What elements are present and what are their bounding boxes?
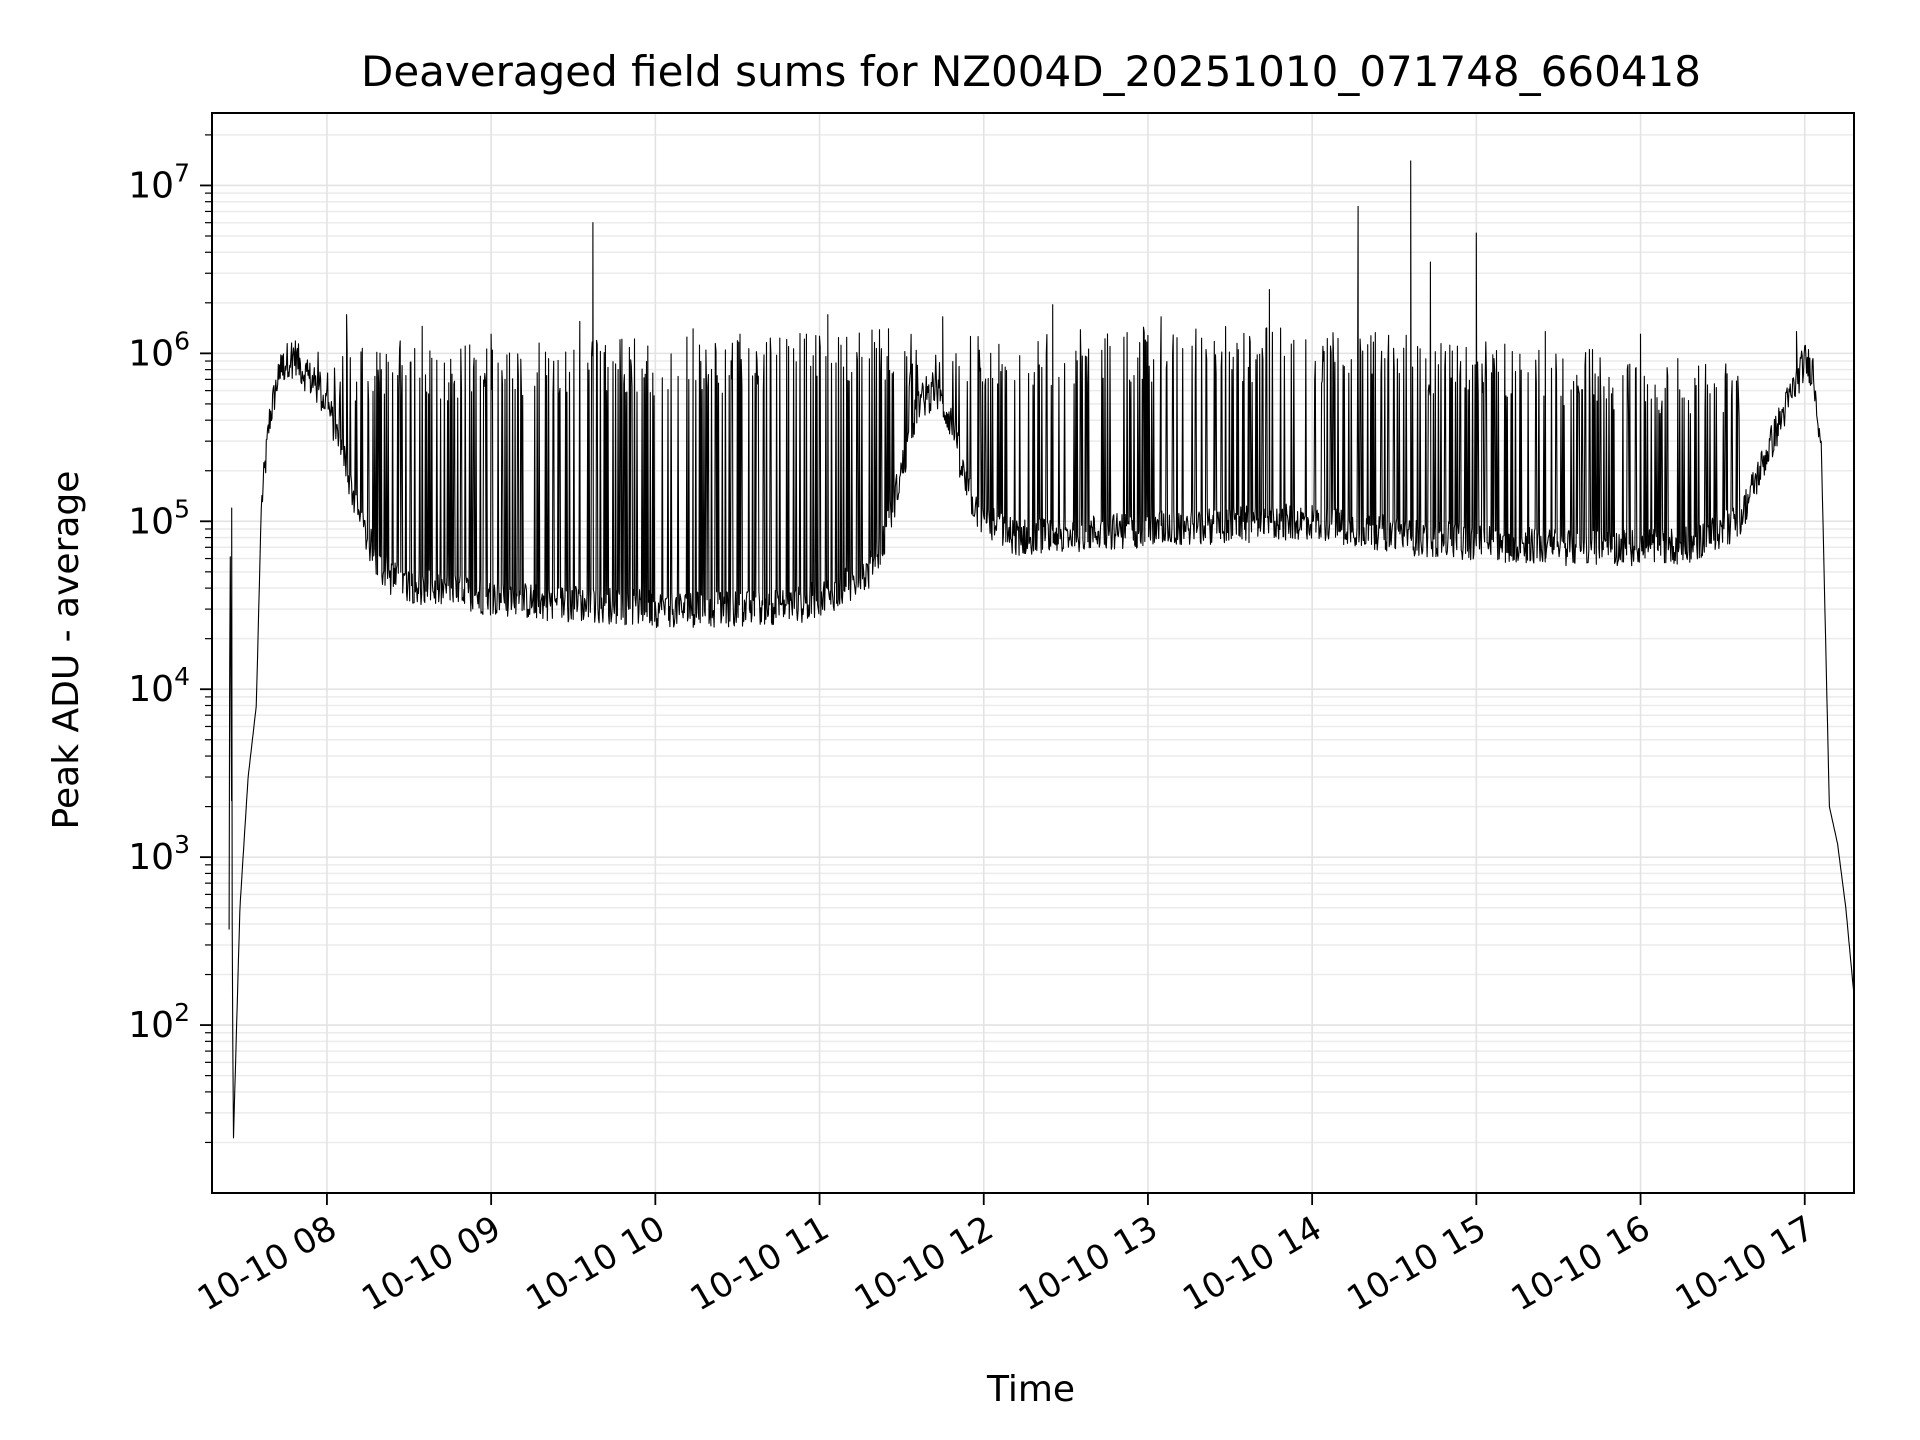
x-tick-label: 10-10 10 bbox=[519, 1208, 671, 1319]
x-tick-label: 10-10 11 bbox=[684, 1208, 836, 1319]
y-tick-base: 10 bbox=[128, 837, 174, 878]
y-tick-base: 10 bbox=[128, 1005, 174, 1046]
y-tick-label: 107 bbox=[128, 158, 190, 206]
x-tick-label: 10-10 16 bbox=[1505, 1208, 1657, 1319]
x-tick-label: 10-10 14 bbox=[1176, 1208, 1328, 1319]
y-tick-base: 10 bbox=[128, 501, 174, 542]
x-tick-label: 10-10 17 bbox=[1669, 1208, 1821, 1319]
y-tick-base: 10 bbox=[128, 669, 174, 710]
y-tick-label: 102 bbox=[128, 998, 190, 1046]
y-tick-exponent: 6 bbox=[174, 326, 190, 355]
y-tick-base: 10 bbox=[128, 333, 174, 374]
x-tick-label: 10-10 12 bbox=[848, 1208, 1000, 1319]
x-tick-label: 10-10 15 bbox=[1340, 1208, 1492, 1319]
chart-title: Deaveraged field sums for NZ004D_2025101… bbox=[361, 47, 1701, 96]
y-tick-label: 104 bbox=[128, 662, 190, 710]
y-tick-exponent: 4 bbox=[174, 662, 190, 691]
x-tick-label: 10-10 13 bbox=[1012, 1208, 1164, 1319]
x-tick-label: 10-10 08 bbox=[191, 1208, 343, 1319]
axes-frame bbox=[211, 112, 1855, 1194]
series-layer bbox=[228, 160, 1855, 1139]
y-tick-label: 103 bbox=[128, 830, 190, 878]
y-tick-label: 106 bbox=[128, 326, 190, 374]
series-line bbox=[228, 160, 1855, 1139]
y-axis-label: Peak ADU - average bbox=[46, 471, 87, 830]
y-tick-exponent: 3 bbox=[174, 830, 190, 859]
x-axis: 10-10 08 10-10 09 10-10 10 10-10 11 10-10 12… bbox=[191, 1193, 1821, 1319]
minor-grid bbox=[205, 134, 1854, 1144]
y-tick-exponent: 5 bbox=[174, 494, 190, 523]
major-grid bbox=[212, 113, 1854, 1193]
x-axis-label: Time bbox=[986, 1369, 1075, 1410]
y-tick-base: 10 bbox=[128, 165, 174, 206]
y-tick-exponent: 7 bbox=[174, 158, 190, 187]
x-tick-label: 10-10 09 bbox=[355, 1208, 507, 1319]
y-tick-label: 105 bbox=[128, 494, 190, 542]
y-tick-exponent: 2 bbox=[174, 998, 190, 1027]
